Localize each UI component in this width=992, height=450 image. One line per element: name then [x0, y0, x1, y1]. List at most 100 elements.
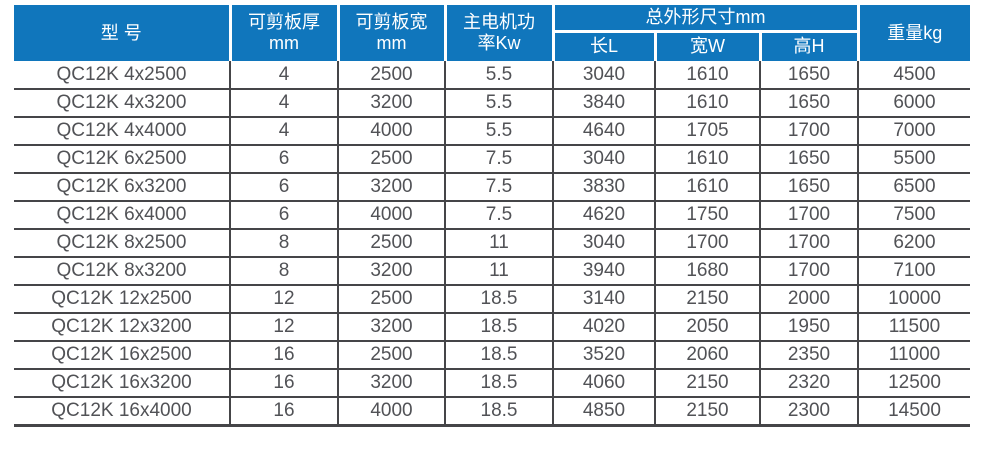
cell-thickness: 4 [229, 88, 339, 118]
table-row: QC12K 8x3200 8 3200 11 3940 1680 1700 7100 [14, 256, 970, 286]
header-sheet-width-line1: 可剪板宽 [355, 12, 428, 32]
cell-model: QC12K 8x2500 [14, 228, 231, 258]
cell-power: 18.5 [444, 340, 554, 370]
cell-height: 2350 [759, 340, 859, 370]
cell-weight: 10000 [857, 284, 970, 314]
cell-sheet_width: 4000 [337, 200, 446, 230]
cell-power: 5.5 [444, 116, 554, 146]
cell-thickness: 4 [229, 61, 339, 90]
header-dim-height: 高H [760, 31, 860, 61]
header-dimensions-group: 总外形尺寸mm [553, 5, 860, 33]
cell-weight: 6000 [857, 88, 970, 118]
cell-width: 1700 [654, 228, 761, 258]
cell-thickness: 6 [229, 144, 339, 174]
header-dim-length-label: 长L [589, 36, 618, 57]
cell-power: 7.5 [444, 172, 554, 202]
cell-power: 7.5 [444, 144, 554, 174]
cell-height: 2320 [759, 368, 859, 398]
header-dim-height-label: 高H [793, 36, 825, 57]
table-row: QC12K 6x4000 6 4000 7.5 4620 1750 1700 7500 [14, 200, 970, 230]
cell-weight: 6500 [857, 172, 970, 202]
cell-weight: 7500 [857, 200, 970, 230]
cell-width: 2060 [654, 340, 761, 370]
cell-thickness: 4 [229, 116, 339, 146]
cell-width: 1750 [654, 200, 761, 230]
cell-sheet_width: 2500 [337, 144, 446, 174]
cell-model: QC12K 16x4000 [14, 396, 231, 427]
cell-model: QC12K 6x2500 [14, 144, 231, 174]
cell-weight: 7000 [857, 116, 970, 146]
cell-thickness: 16 [229, 396, 339, 427]
cell-sheet_width: 2500 [337, 340, 446, 370]
table-body: QC12K 4x2500 4 2500 5.5 3040 1610 1650 4500 QC12… [14, 61, 970, 427]
header-model-label: 型 号 [100, 22, 142, 43]
cell-height: 1700 [759, 228, 859, 258]
cell-thickness: 8 [229, 256, 339, 286]
cell-sheet_width: 2500 [337, 61, 446, 90]
header-dim-length: 长L [553, 31, 657, 61]
header-dimensions-group-label: 总外形尺寸mm [645, 6, 766, 27]
cell-weight: 14500 [857, 396, 970, 427]
header-dim-width-label: 宽W [690, 36, 725, 57]
cell-width: 2050 [654, 312, 761, 342]
cell-width: 1610 [654, 88, 761, 118]
cell-thickness: 6 [229, 200, 339, 230]
cell-sheet_width: 3200 [337, 312, 446, 342]
header-power-line1: 主电机功 [463, 12, 535, 32]
cell-model: QC12K 8x3200 [14, 256, 231, 286]
cell-length: 4850 [552, 396, 656, 427]
cell-height: 1650 [759, 144, 859, 174]
cell-length: 3940 [552, 256, 656, 286]
cell-length: 4060 [552, 368, 656, 398]
cell-model: QC12K 16x3200 [14, 368, 231, 398]
cell-weight: 7100 [857, 256, 970, 286]
table-row: QC12K 4x4000 4 4000 5.5 4640 1705 1700 7000 [14, 116, 970, 146]
table-row: QC12K 4x2500 4 2500 5.5 3040 1610 1650 4500 [14, 61, 970, 90]
cell-thickness: 8 [229, 228, 339, 258]
cell-length: 4020 [552, 312, 656, 342]
cell-weight: 6200 [857, 228, 970, 258]
cell-model: QC12K 4x2500 [14, 61, 231, 90]
cell-length: 3040 [552, 61, 656, 90]
cell-model: QC12K 16x2500 [14, 340, 231, 370]
cell-weight: 12500 [857, 368, 970, 398]
cell-weight: 11000 [857, 340, 970, 370]
cell-width: 2150 [654, 368, 761, 398]
header-thickness-line1: 可剪板厚 [248, 12, 320, 32]
cell-model: QC12K 12x2500 [14, 284, 231, 314]
header-sheet-width-line2: mm [376, 33, 407, 53]
cell-sheet_width: 3200 [337, 172, 446, 202]
cell-width: 1610 [654, 61, 761, 90]
cell-weight: 11500 [857, 312, 970, 342]
cell-power: 18.5 [444, 284, 554, 314]
cell-thickness: 12 [229, 284, 339, 314]
cell-power: 18.5 [444, 312, 554, 342]
cell-length: 3040 [552, 228, 656, 258]
cell-width: 1610 [654, 144, 761, 174]
cell-height: 2000 [759, 284, 859, 314]
table-row: QC12K 12x3200 12 3200 18.5 4020 2050 1950 11500 [14, 312, 970, 342]
cell-power: 11 [444, 256, 554, 286]
cell-sheet_width: 2500 [337, 228, 446, 258]
cell-weight: 5500 [857, 144, 970, 174]
cell-thickness: 16 [229, 368, 339, 398]
header-dim-width: 宽W [655, 31, 762, 61]
cell-length: 4640 [552, 116, 656, 146]
cell-height: 1650 [759, 61, 859, 90]
cell-sheet_width: 2500 [337, 284, 446, 314]
header-power-line2: 率Kw [477, 33, 521, 53]
cell-power: 5.5 [444, 61, 554, 90]
cell-sheet_width: 4000 [337, 396, 446, 427]
header-weight: 重量kg [858, 5, 970, 61]
cell-model: QC12K 4x4000 [14, 116, 231, 146]
cell-length: 3520 [552, 340, 656, 370]
header-weight-label: 重量kg [887, 22, 943, 43]
cell-height: 1700 [759, 256, 859, 286]
cell-height: 1650 [759, 88, 859, 118]
cell-power: 18.5 [444, 396, 554, 427]
cell-width: 2150 [654, 396, 761, 427]
cell-model: QC12K 6x4000 [14, 200, 231, 230]
cell-weight: 4500 [857, 61, 970, 90]
cell-power: 11 [444, 228, 554, 258]
table-row: QC12K 8x2500 8 2500 11 3040 1700 1700 6200 [14, 228, 970, 258]
